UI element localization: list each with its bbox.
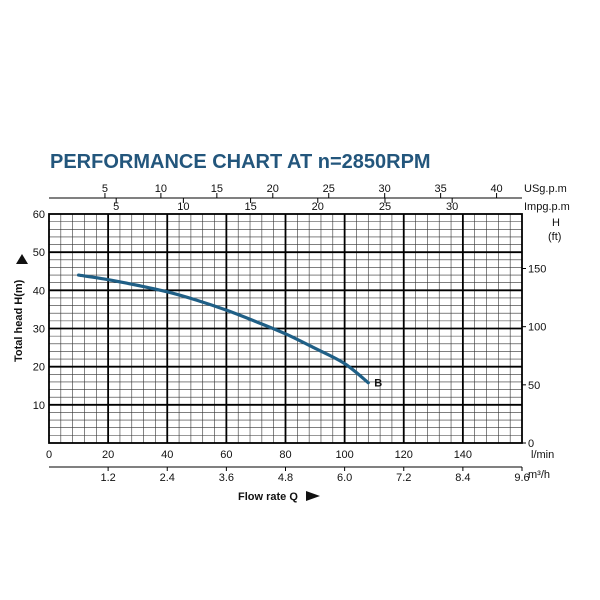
x-axis-arrow-icon xyxy=(306,491,320,501)
y-tick-label: 50 xyxy=(33,247,45,259)
x-tick-label: 120 xyxy=(395,449,413,461)
y-axis-title: Total head H(m) xyxy=(13,254,28,362)
x-tick-label: 80 xyxy=(279,449,291,461)
usgpm-tick-label: 15 xyxy=(211,183,223,195)
m3h-tick-label: 2.4 xyxy=(160,472,175,484)
ft-tick-label: 100 xyxy=(528,322,546,334)
usgpm-tick-label: 25 xyxy=(323,183,335,195)
y-tick-label: 60 xyxy=(33,209,45,221)
m3h-tick-label: 8.4 xyxy=(455,472,470,484)
usgpm-tick-label: 35 xyxy=(435,183,447,195)
y-tick-label: 20 xyxy=(33,362,45,374)
ft-tick-label: 150 xyxy=(528,264,546,276)
usgpm-unit-label: USg.p.m xyxy=(524,183,567,195)
usgpm-tick-label: 20 xyxy=(267,183,279,195)
chart-title: PERFORMANCE CHART AT n=2850RPM xyxy=(50,151,431,173)
impgpm-tick-label: 15 xyxy=(244,201,256,213)
usgpm-tick-label: 40 xyxy=(490,183,502,195)
ft-tick-label: 0 xyxy=(528,438,534,450)
m3h-tick-label: 7.2 xyxy=(396,472,411,484)
ft-unit-label-bottom: (ft) xyxy=(548,231,561,243)
y-axis-label: Total head H(m) xyxy=(13,279,25,362)
ft-tick-label: 50 xyxy=(528,380,540,392)
m3h-unit-label: m³/h xyxy=(528,469,550,481)
m3h-tick-label: 4.8 xyxy=(278,472,293,484)
x-tick-label: 100 xyxy=(335,449,353,461)
impgpm-tick-label: 30 xyxy=(446,201,458,213)
usgpm-tick-label: 30 xyxy=(379,183,391,195)
y-tick-label: 40 xyxy=(33,285,45,297)
impgpm-tick-label: 20 xyxy=(312,201,324,213)
y-axis-arrow-icon xyxy=(16,254,28,264)
plot-grid xyxy=(48,197,523,468)
x-axis-title: Flow rate Q xyxy=(238,491,320,503)
y-tick-label: 10 xyxy=(33,400,45,412)
plot-frame xyxy=(48,213,523,444)
x-tick-label: 40 xyxy=(161,449,173,461)
impgpm-tick-label: 5 xyxy=(113,201,119,213)
x-axis-label: Flow rate Q xyxy=(238,491,298,503)
usgpm-tick-label: 10 xyxy=(155,183,167,195)
m3h-tick-label: 6.0 xyxy=(337,472,352,484)
series-layer: B xyxy=(76,273,382,390)
x-tick-label: 20 xyxy=(102,449,114,461)
x-unit-label: l/min xyxy=(531,449,554,461)
m3h-tick-label: 3.6 xyxy=(219,472,234,484)
series-label-B: B xyxy=(374,378,382,390)
m3h-tick-label: 1.2 xyxy=(100,472,115,484)
x-tick-label: 140 xyxy=(454,449,472,461)
x-tick-label: 60 xyxy=(220,449,232,461)
ft-unit-label-top: H xyxy=(552,217,560,229)
x-tick-label: 0 xyxy=(46,449,52,461)
m3h-tick-label: 9.6 xyxy=(514,472,529,484)
y-tick-label: 30 xyxy=(33,324,45,336)
impgpm-tick-label: 10 xyxy=(177,201,189,213)
impgpm-tick-label: 25 xyxy=(379,201,391,213)
usgpm-tick-label: 5 xyxy=(102,183,108,195)
impgpm-unit-label: Impg.p.m xyxy=(524,201,570,213)
